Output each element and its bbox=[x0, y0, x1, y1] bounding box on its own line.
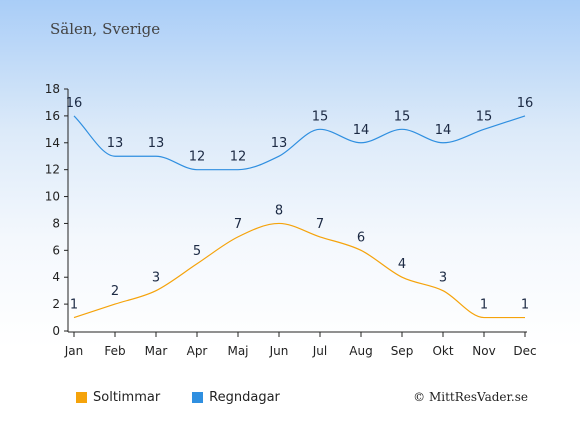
y-tick-label: 2 bbox=[52, 297, 60, 311]
data-label-regndagar: 15 bbox=[394, 109, 411, 124]
data-label-regndagar: 12 bbox=[230, 150, 247, 165]
x-tick-label: Maj bbox=[227, 344, 248, 358]
data-label-soltimmar: 1 bbox=[70, 298, 78, 313]
data-label-regndagar: 12 bbox=[189, 150, 206, 165]
data-label-regndagar: 13 bbox=[271, 136, 288, 151]
data-label-regndagar: 16 bbox=[517, 96, 534, 111]
x-tick-label: Apr bbox=[187, 344, 208, 358]
data-label-soltimmar: 6 bbox=[357, 230, 365, 245]
y-tick-label: 0 bbox=[52, 324, 60, 338]
legend-label-soltimmar: Soltimmar bbox=[93, 390, 161, 405]
legend-item-soltimmar: Soltimmar bbox=[76, 390, 160, 405]
x-tick-label: Sep bbox=[391, 344, 414, 358]
data-label-soltimmar: 3 bbox=[152, 271, 160, 286]
data-label-regndagar: 14 bbox=[435, 123, 452, 138]
data-label-regndagar: 16 bbox=[66, 96, 83, 111]
data-label-regndagar: 14 bbox=[353, 123, 370, 138]
y-tick-label: 10 bbox=[45, 190, 60, 204]
y-tick-label: 6 bbox=[52, 243, 60, 257]
x-tick-label: Okt bbox=[432, 344, 453, 358]
x-tick-label: Feb bbox=[104, 344, 125, 358]
x-tick-label: Jul bbox=[312, 344, 327, 358]
copyright-text: © MittResVader.se bbox=[413, 390, 528, 404]
data-label-regndagar: 13 bbox=[148, 136, 165, 151]
y-tick-label: 18 bbox=[45, 82, 60, 96]
data-label-soltimmar: 4 bbox=[398, 257, 406, 272]
legend-swatch-regndagar bbox=[192, 392, 204, 403]
series-line-soltimmar bbox=[73, 222, 525, 319]
data-label-regndagar: 13 bbox=[107, 136, 124, 151]
y-tick-label: 8 bbox=[52, 216, 60, 230]
legend: Soltimmar Regndagar bbox=[76, 390, 312, 405]
legend-label-regndagar: Regndagar bbox=[209, 390, 280, 405]
x-tick-label: Aug bbox=[349, 344, 372, 358]
data-label-soltimmar: 1 bbox=[521, 298, 529, 313]
y-tick-label: 4 bbox=[52, 270, 60, 284]
data-label-soltimmar: 1 bbox=[480, 298, 488, 313]
data-label-soltimmar: 8 bbox=[275, 203, 283, 218]
series-line-regndagar bbox=[73, 115, 526, 171]
legend-swatch-soltimmar bbox=[76, 392, 87, 403]
legend-item-regndagar: Regndagar bbox=[192, 390, 280, 405]
y-tick-label: 14 bbox=[45, 136, 60, 150]
x-tick-label: Dec bbox=[513, 344, 536, 358]
data-label-soltimmar: 2 bbox=[111, 284, 119, 299]
y-tick-label: 16 bbox=[45, 109, 60, 123]
x-tick-label: Jun bbox=[269, 344, 289, 358]
data-label-soltimmar: 7 bbox=[234, 217, 242, 232]
data-label-regndagar: 15 bbox=[312, 109, 329, 124]
x-tick-label: Jan bbox=[64, 344, 84, 358]
data-label-soltimmar: 3 bbox=[439, 271, 447, 286]
data-label-regndagar: 15 bbox=[476, 109, 493, 124]
x-tick-label: Nov bbox=[472, 344, 495, 358]
x-tick-label: Mar bbox=[145, 344, 168, 358]
data-label-soltimmar: 5 bbox=[193, 244, 201, 259]
data-label-soltimmar: 7 bbox=[316, 217, 324, 232]
y-tick-label: 12 bbox=[45, 163, 60, 177]
chart-title: Sälen, Sverige bbox=[50, 20, 161, 38]
